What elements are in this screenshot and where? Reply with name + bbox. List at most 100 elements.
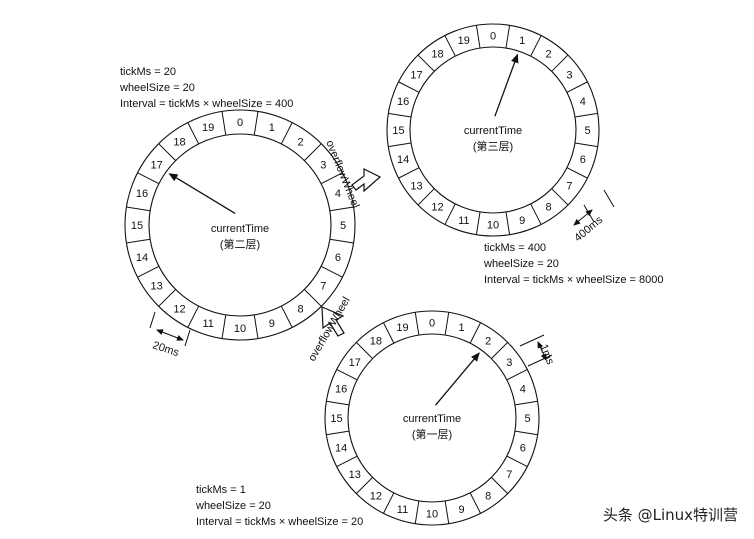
- slot-number-13: 13: [410, 181, 422, 193]
- slot-number-5: 5: [524, 413, 530, 425]
- overflow-label-upper: overflowWheel: [323, 139, 361, 210]
- slot-number-5: 5: [584, 125, 590, 137]
- slot-divider: [469, 492, 482, 514]
- slot-divider: [574, 142, 598, 148]
- slot-number-1: 1: [519, 35, 525, 47]
- slot-number-14: 14: [136, 252, 148, 264]
- hollow-arrow-icon: [351, 168, 382, 193]
- slot-divider: [187, 122, 200, 145]
- slot-number-1: 1: [458, 322, 464, 334]
- slot-number-0: 0: [237, 117, 243, 129]
- wheel-outer-ring: [124, 109, 356, 341]
- info-layer3-interval: Interval = tickMs × wheelSize = 8000: [484, 274, 664, 286]
- slot-number-7: 7: [566, 181, 572, 193]
- slot-number-15: 15: [131, 220, 143, 232]
- overflow-arrow-layer2-to-layer3: overflowWheel: [323, 139, 382, 210]
- slot-divider: [336, 455, 358, 468]
- slot-number-18: 18: [173, 137, 185, 149]
- slot-divider: [137, 265, 160, 278]
- slot-divider: [329, 238, 354, 244]
- slot-number-18: 18: [370, 336, 382, 348]
- slot-divider: [336, 368, 358, 381]
- slot-divider: [530, 203, 542, 225]
- wheel-outer-ring: [324, 310, 540, 526]
- info-layer1-tickms: tickMs = 1: [196, 484, 246, 496]
- slot-number-11: 11: [202, 318, 213, 330]
- slot-number-11: 11: [458, 215, 469, 227]
- slot-divider: [414, 312, 420, 336]
- slot-divider: [126, 206, 151, 212]
- slot-divider: [303, 288, 322, 307]
- slot-divider: [303, 143, 322, 162]
- slot-divider: [514, 430, 538, 436]
- slot-divider: [566, 81, 588, 93]
- wheel-layer-1-current-label: currentTime: [403, 413, 461, 425]
- slot-divider: [574, 112, 598, 118]
- slot-number-11: 11: [397, 504, 408, 516]
- tick-marker-layer1: 1ms: [519, 334, 556, 367]
- slot-number-3: 3: [506, 357, 512, 369]
- slot-number-19: 19: [396, 322, 408, 334]
- tick-marker-layer2: 20ms: [149, 311, 191, 359]
- wheel-layer-3-layer-label: (第三层): [473, 139, 513, 153]
- slot-divider: [491, 341, 509, 359]
- slot-number-16: 16: [397, 96, 409, 108]
- slot-number-7: 7: [506, 469, 512, 481]
- wheel-layer-1-layer-label: (第一层): [412, 427, 452, 441]
- slot-divider: [514, 400, 538, 406]
- slot-number-2: 2: [545, 49, 551, 61]
- slot-divider: [566, 167, 588, 179]
- slot-divider: [187, 305, 200, 328]
- slot-number-6: 6: [580, 154, 586, 166]
- slot-divider: [505, 211, 511, 235]
- slot-divider: [475, 25, 481, 49]
- slot-number-8: 8: [485, 490, 491, 502]
- hollow-arrow-icon: [321, 306, 345, 337]
- slot-number-7: 7: [320, 281, 326, 293]
- info-layer2-wheelsize: wheelSize = 20: [120, 82, 195, 94]
- slot-number-16: 16: [335, 383, 347, 395]
- slot-divider: [253, 314, 259, 339]
- overflow-label-lower: overflowWheel: [306, 295, 352, 363]
- slot-divider: [444, 500, 450, 524]
- slot-number-17: 17: [151, 159, 163, 171]
- slot-number-16: 16: [136, 188, 148, 200]
- slot-number-17: 17: [349, 357, 361, 369]
- wheel-outer-ring: [386, 23, 600, 237]
- info-layer3: tickMs = 400 wheelSize = 20 Interval = t…: [484, 240, 663, 288]
- slot-divider: [221, 314, 227, 339]
- slot-number-13: 13: [349, 469, 361, 481]
- slot-number-3: 3: [320, 159, 326, 171]
- overflow-arrow-layer1-to-layer2: overflowWheel: [306, 295, 352, 363]
- slot-number-12: 12: [370, 490, 382, 502]
- wheel-layer-1-pointer: [435, 352, 480, 406]
- wheel-layer-2-current-label: currentTime: [211, 223, 269, 235]
- slot-divider: [505, 25, 511, 49]
- slot-number-15: 15: [330, 413, 342, 425]
- slot-divider: [414, 500, 420, 524]
- slot-number-14: 14: [397, 154, 409, 166]
- slot-divider: [280, 305, 293, 328]
- slot-number-19: 19: [202, 122, 214, 134]
- slot-number-13: 13: [151, 281, 163, 293]
- slot-number-6: 6: [335, 252, 341, 264]
- info-layer2-interval: Interval = tickMs × wheelSize = 400: [120, 98, 294, 110]
- wheel-layer-3-pointer: [494, 53, 519, 117]
- slot-number-18: 18: [431, 49, 443, 61]
- slot-number-10: 10: [426, 509, 438, 521]
- slot-divider: [506, 368, 528, 381]
- info-layer1-interval: Interval = tickMs × wheelSize = 20: [196, 516, 364, 528]
- slot-number-10: 10: [487, 220, 499, 232]
- slot-number-0: 0: [490, 31, 496, 43]
- tick-label-20ms: 20ms: [151, 339, 181, 359]
- slot-divider: [444, 312, 450, 336]
- wheel-layer-2-layer-label: (第二层): [220, 237, 260, 251]
- slot-divider: [382, 322, 395, 344]
- slot-number-17: 17: [410, 69, 422, 81]
- slot-number-9: 9: [269, 318, 275, 330]
- slot-divider: [158, 143, 177, 162]
- slot-divider: [320, 172, 343, 185]
